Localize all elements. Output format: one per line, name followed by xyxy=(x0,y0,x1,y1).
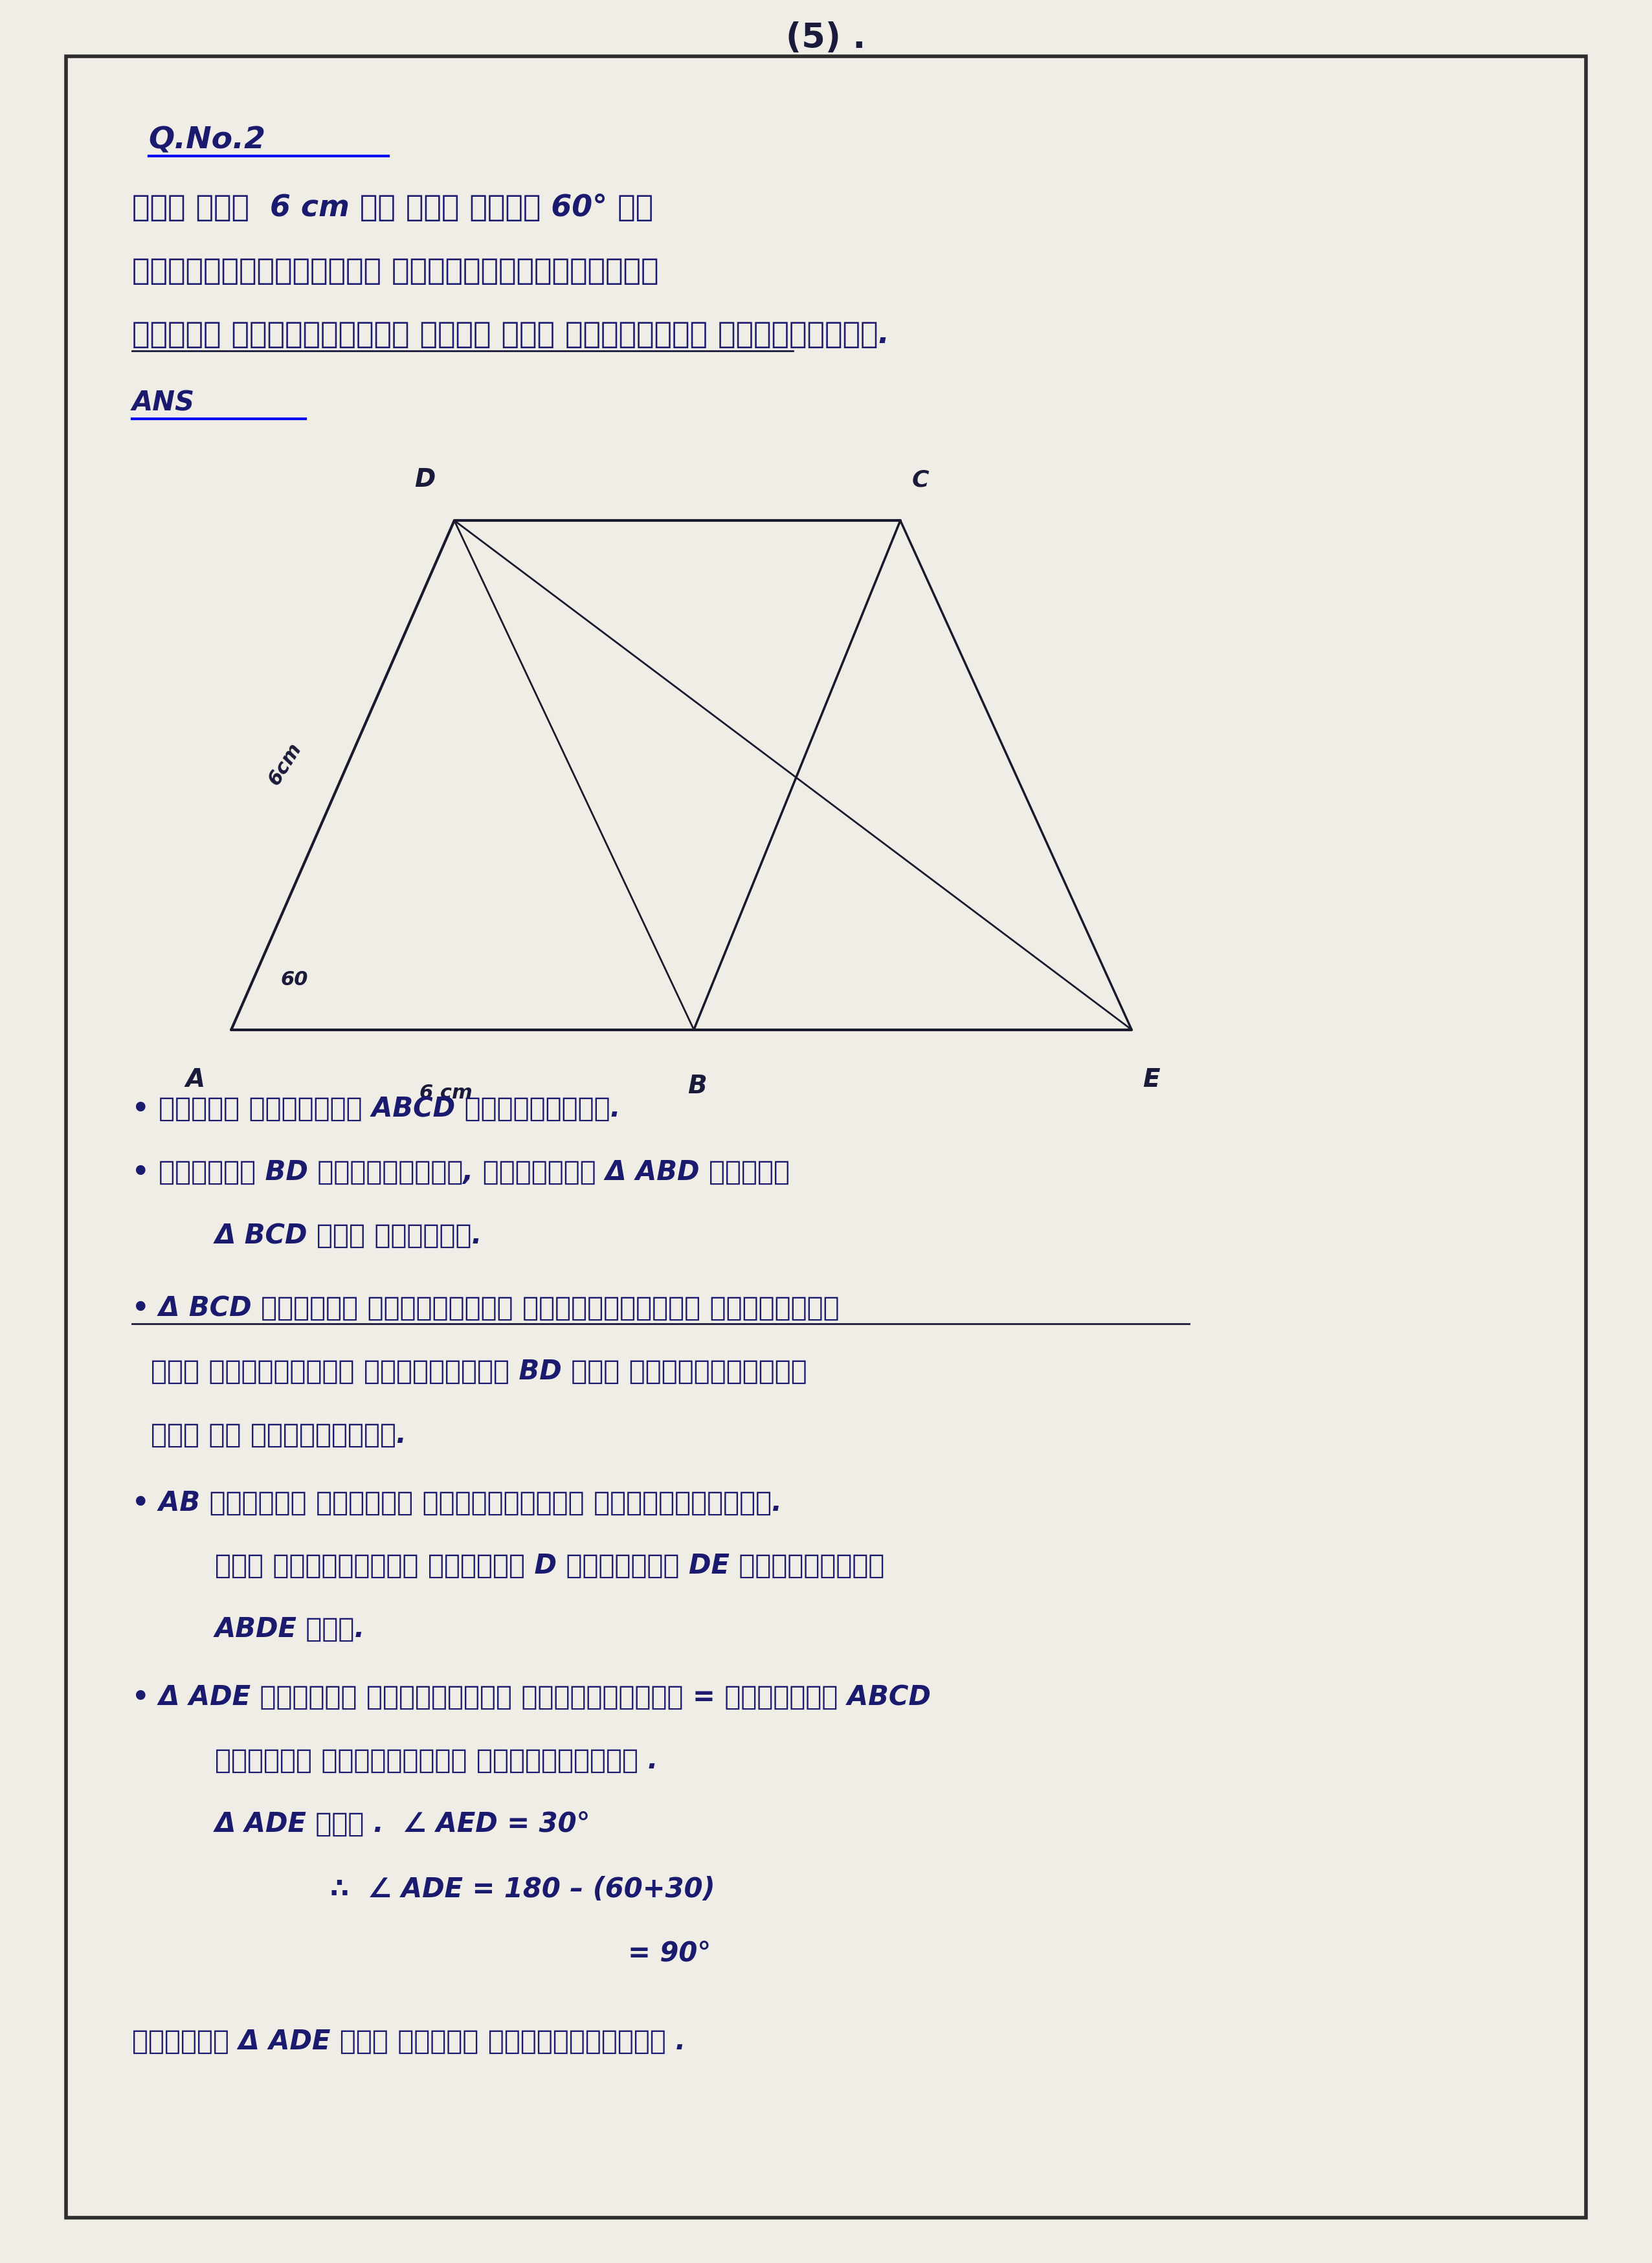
Text: ABDE ആയി.: ABDE ആയി. xyxy=(215,1616,365,1643)
Text: A: A xyxy=(185,1068,205,1091)
Text: Δ BCD ആനു തുല്യം.: Δ BCD ആനു തുല്യം. xyxy=(215,1222,482,1249)
Text: സമചതുരത്തിന്റെ വിസ്തിര്ണത്തിനു: സമചതുരത്തിന്റെ വിസ്തിര്ണത്തിനു xyxy=(132,258,659,285)
Text: 60: 60 xyxy=(281,971,307,989)
Text: C: C xyxy=(912,468,928,491)
Text: • ആദ്യം സമചതുരം ABCD വരയ്ക്കുക.: • ആദ്യം സമചതുരം ABCD വരയ്ക്കുക. xyxy=(132,1095,621,1122)
Text: ∴  ∠ ADE = 180 – (60+30): ∴ ∠ ADE = 180 – (60+30) xyxy=(330,1876,715,1903)
Text: 6 cm: 6 cm xyxy=(420,1084,472,1102)
Text: തുല്യ വിസ്തിര്ണം ഉള്ള ഒരു ത്രികോണം വരയ്ക്കുക.: തുല്യ വിസ്തിര്ണം ഉള്ള ഒരു ത്രികോണം വരയ്ക… xyxy=(132,321,889,349)
Text: ഒരു വശം  6 cm ആയ ഒരു കോണ്‍ 60° ആയ: ഒരു വശം 6 cm ആയ ഒരു കോണ്‍ 60° ആയ xyxy=(132,195,653,222)
Text: D: D xyxy=(415,468,434,491)
Text: E: E xyxy=(1143,1068,1160,1091)
Text: Q.No.2: Q.No.2 xyxy=(149,127,266,154)
Text: അതിനാൽ Δ ADE ഒരു സമകോണ ത്രികോണമാണ്‍ .: അതിനാൽ Δ ADE ഒരു സമകോണ ത്രികോണമാണ്‍ . xyxy=(132,2028,686,2055)
Text: • വികർണം BD വരയ്ക്കുക, ഇപ്പോഴ് Δ ABD ആന്റെ: • വികർണം BD വരയ്ക്കുക, ഇപ്പോഴ് Δ ABD ആന്… xyxy=(132,1159,790,1186)
Text: • Δ ADE ആങ്ങനെ വരയ്ക്കുൾ വിസ്തിര്ണം = സമചതുരം ABCD: • Δ ADE ആങ്ങനെ വരയ്ക്കുൾ വിസ്തിര്ണം = സമ… xyxy=(132,1684,930,1711)
Text: = 90°: = 90° xyxy=(628,1939,710,1967)
Text: • AB നീട്ടി വരേണ്ട സ്ഥാനത്തിൽ കൂട്ടിക്കുക.: • AB നീട്ടി വരേണ്ട സ്ഥാനത്തിൽ കൂട്ടിക്കു… xyxy=(132,1489,781,1516)
Text: ഇനി ബിന്ദുവിൽ നിന്റു D വരേണ്ടു DE വരയ്ക്കുക: ഇനി ബിന്ദുവിൽ നിന്റു D വരേണ്ടു DE വരയ്ക്… xyxy=(215,1552,884,1580)
Text: Δ ADE യിൽ .  ∠ AED = 30°: Δ ADE യിൽ . ∠ AED = 30° xyxy=(215,1810,590,1838)
Text: • Δ BCD ആങ്ങനെ വരയ്ക്കുൾ മര്യാദയുള്ള ത്രികോണം: • Δ BCD ആങ്ങനെ വരയ്ക്കുൾ മര്യാദയുള്ള ത്ര… xyxy=(132,1294,839,1322)
Text: ഇനി പപ്പറമായി കിട്ടുന്റ BD ആനു സമാന്തരമായി: ഇനി പപ്പറമായി കിട്ടുന്റ BD ആനു സമാന്തരമാ… xyxy=(132,1358,808,1385)
Text: ANS: ANS xyxy=(132,389,195,416)
Text: ആങ്ങനെ വരയ്ക്കുൾ വിസ്തിര്ണം .: ആങ്ങനെ വരയ്ക്കുൾ വിസ്തിര്ണം . xyxy=(215,1747,657,1774)
Text: 6cm: 6cm xyxy=(264,740,306,788)
Text: ഒരു വര വരയ്ക്കുക.: ഒരു വര വരയ്ക്കുക. xyxy=(132,1421,406,1448)
Text: (5) .: (5) . xyxy=(786,23,866,54)
Text: B: B xyxy=(687,1075,707,1098)
